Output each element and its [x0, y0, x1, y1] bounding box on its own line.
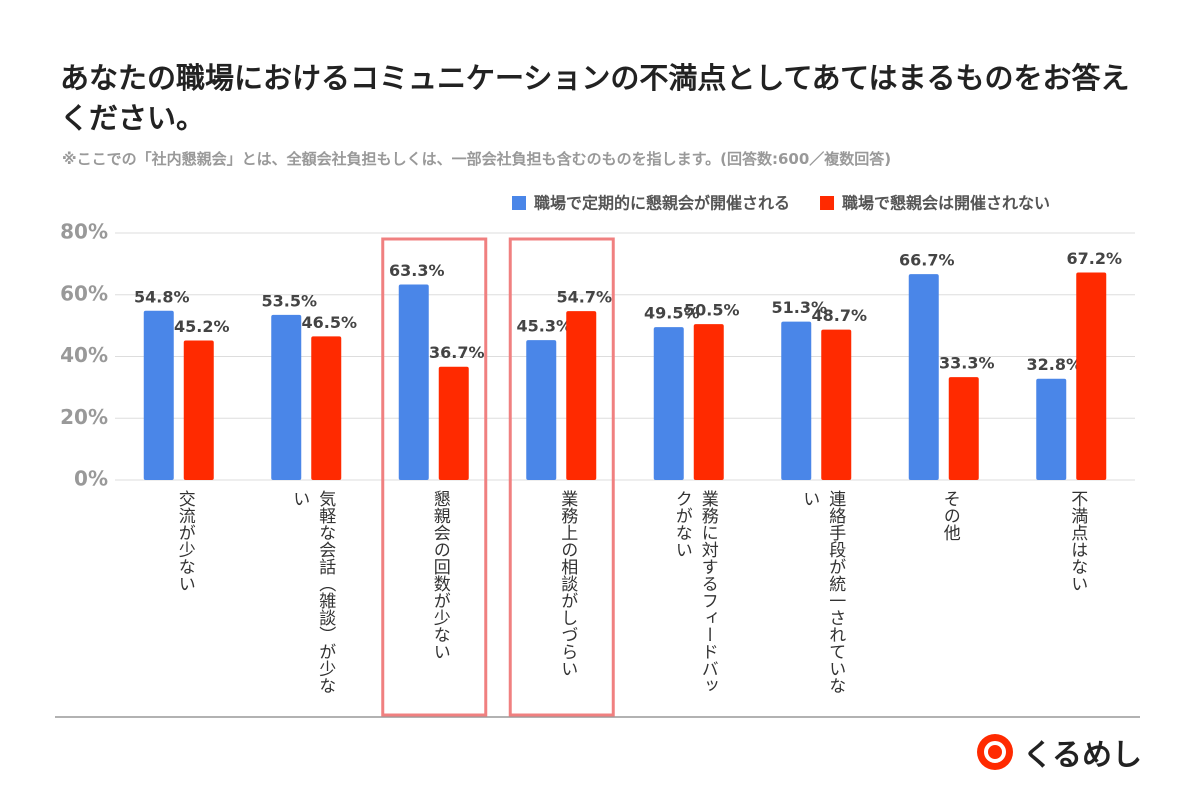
value-label: 45.3% [516, 317, 572, 336]
bar [398, 284, 429, 480]
y-tick-label: 60% [60, 281, 108, 305]
value-label: 36.7% [429, 343, 485, 362]
bar [948, 377, 979, 480]
y-tick-label: 20% [60, 405, 108, 429]
bar [1036, 378, 1067, 480]
highlight-box [508, 237, 615, 717]
bar [908, 274, 939, 480]
value-label: 48.7% [811, 306, 867, 325]
bar [183, 340, 214, 480]
chart-subtitle: ※ここでの「社内懇親会」とは、全額会社負担もしくは、一部会社負担も含むのものを指… [62, 150, 892, 168]
bar [653, 327, 684, 480]
brand-name: くるめし [1022, 738, 1142, 773]
bar [143, 310, 174, 480]
x-tick-label: 懇親会の回数が少ない [429, 490, 450, 660]
y-tick-label: 0% [74, 467, 108, 491]
bar [1076, 272, 1107, 480]
value-label: 50.5% [684, 301, 740, 320]
x-tick-label: その他 [939, 490, 960, 541]
brand-icon [976, 734, 1013, 770]
value-label: 46.5% [301, 313, 357, 332]
value-label: 45.2% [174, 317, 230, 336]
value-label: 51.3% [771, 298, 827, 317]
bar [438, 366, 469, 480]
x-tick-label: 不満点はない [1067, 490, 1088, 592]
bar [526, 340, 557, 480]
bar [821, 329, 852, 480]
x-tick-label: 交流が少ない [174, 490, 195, 592]
value-label: 67.2% [1066, 249, 1122, 268]
y-tick-label: 40% [60, 343, 108, 367]
legend-label: 職場で定期的に懇親会が開催される [534, 194, 790, 213]
value-label: 53.5% [261, 291, 317, 310]
value-label: 66.7% [899, 251, 955, 270]
value-label: 54.7% [556, 288, 612, 307]
value-label: 63.3% [389, 261, 445, 280]
legend-swatch [820, 196, 835, 210]
bar [311, 336, 342, 480]
bar [781, 321, 812, 480]
legend-swatch [512, 196, 526, 210]
bar [271, 314, 302, 480]
x-tick-label: 連絡手段が統一されていない [799, 490, 846, 694]
x-tick-label: 気軽な会話（雑談）が少ない [289, 490, 336, 694]
x-tick-label: 業務上の相談がしづらい [557, 490, 578, 677]
y-tick-label: 80% [60, 220, 108, 244]
brand: くるめし [975, 730, 1142, 774]
bar [693, 324, 724, 480]
bar [566, 311, 597, 480]
chart-title: あなたの職場におけるコミュニケーションの不満点としてあてはまるものをお答えくださ… [60, 61, 1130, 135]
value-label: 49.5% [644, 304, 700, 323]
highlight-box [381, 237, 488, 717]
legend-label: 職場で懇親会は開催されない [842, 194, 1050, 213]
value-label: 54.8% [134, 287, 190, 306]
x-tick-label: 業務に対するフィードバックがない [671, 490, 718, 694]
value-label: 33.3% [939, 354, 995, 373]
value-label: 32.8% [1026, 355, 1082, 374]
